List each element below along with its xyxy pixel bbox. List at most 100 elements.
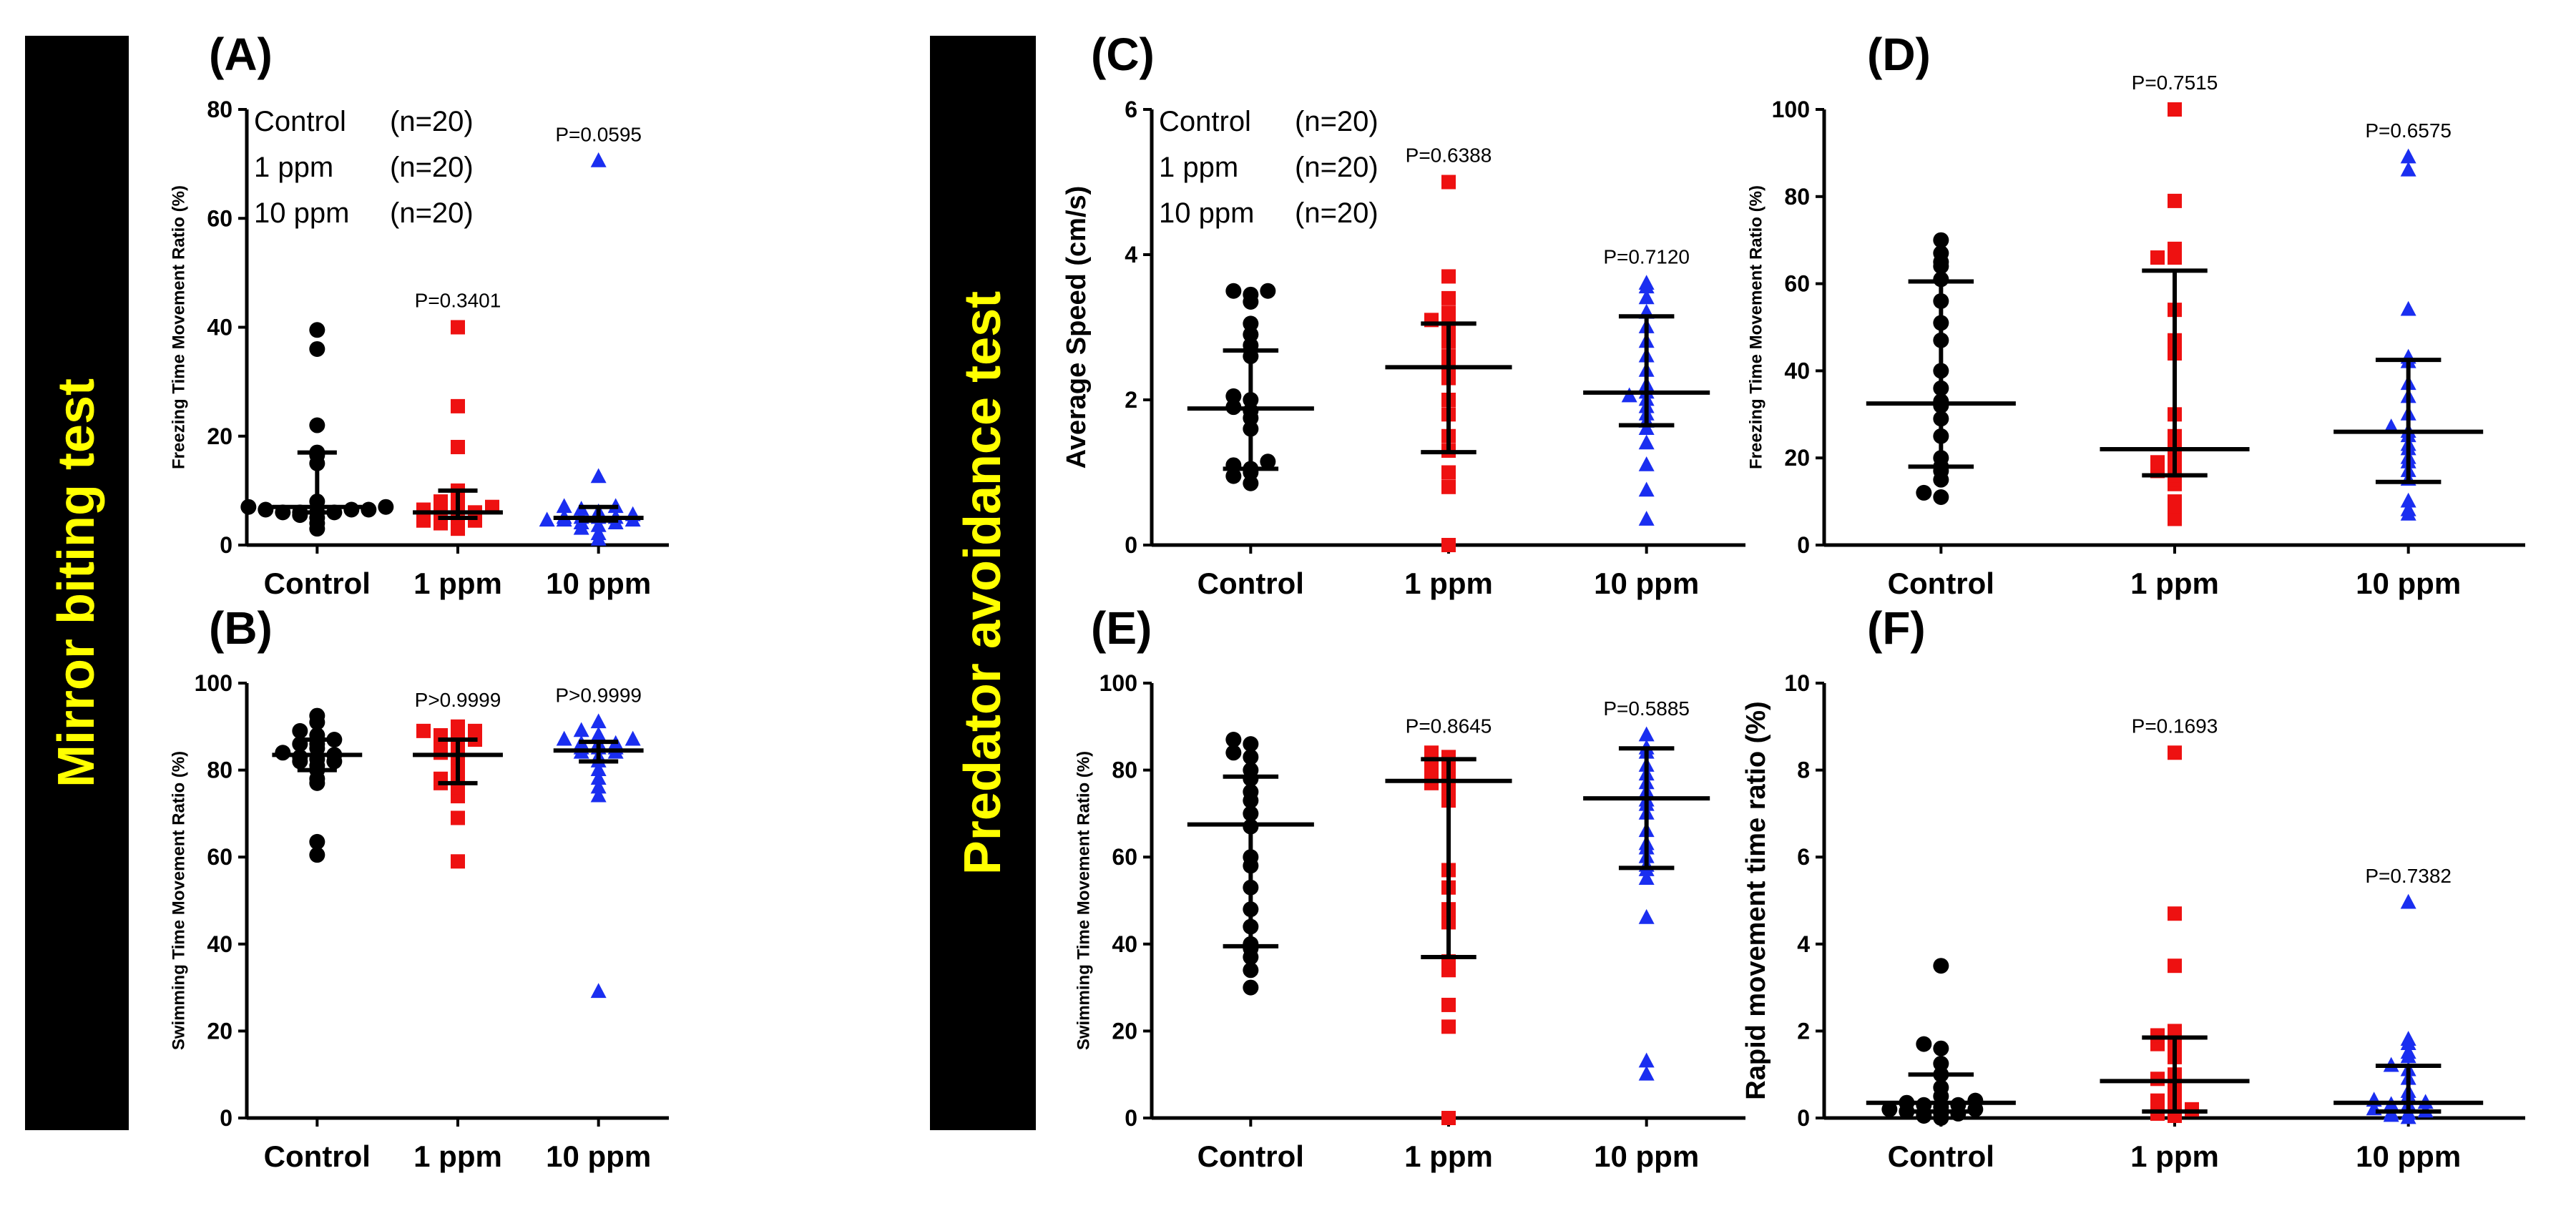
point-10-ppm [1638,511,1655,526]
x-tick-label-1-ppm: 1 ppm [413,567,502,600]
point-10-ppm [590,152,607,167]
side-label-middle-background [930,36,1036,1130]
point-1-ppm [451,320,465,335]
point-control [1881,1101,1898,1117]
legend-n-10-ppm: (n=20) [1295,197,1378,229]
group-control [1866,958,2016,1126]
point-1-ppm [1441,997,1456,1012]
group-10-ppm: P=0.7120 [1583,246,1710,526]
point-10-ppm [2400,300,2416,316]
panel-label-c: (C) [1091,29,1155,80]
point-control [1243,475,1259,491]
panel-b: (B) 0 20 40 60 80 100 Swimming Time Movement Ra… [170,602,669,1173]
point-10-ppm [2400,492,2416,508]
point-control [292,722,308,739]
point-10-ppm [590,778,607,794]
point-1-ppm [1441,269,1456,284]
point-1-ppm [1441,479,1456,494]
point-1-ppm [2150,1106,2165,1121]
group-1-ppm: P=0.1693 [2100,715,2250,1123]
legend-group-control: Control [1159,106,1251,137]
x-tick-label-control: Control [264,1139,371,1173]
point-control [1933,245,1949,261]
point-1-ppm [1441,175,1456,190]
point-1-ppm [416,723,431,738]
point-control [1243,749,1259,765]
panel-label-b: (B) [209,602,273,654]
x-tick-label-control: Control [264,567,371,600]
point-control [240,499,257,515]
point-10-ppm [556,498,572,514]
point-control [1933,489,1949,506]
point-control [1243,979,1259,996]
point-10-ppm [539,511,555,527]
point-1-ppm [451,854,465,869]
point-control [309,417,325,433]
point-10-ppm [2400,161,2416,177]
point-control [309,322,325,338]
y-tick-label: 40 [207,931,232,957]
point-control [1933,1056,1949,1072]
point-control [309,847,325,863]
p-value-10-ppm: P=0.5885 [1603,697,1690,720]
point-10-ppm [556,730,572,746]
point-control [1933,232,1949,248]
legend-n-control: (n=20) [390,106,474,137]
point-control [1916,484,1932,501]
point-1-ppm [2150,1093,2165,1108]
y-axis-label: Average Speed (cm/s) [1062,186,1092,469]
y-axis-label: Swimming Time Movement Ratio (%) [1074,751,1094,1050]
x-tick-label-control: Control [1888,567,1994,600]
point-1-ppm [1441,538,1456,552]
point-10-ppm [590,726,607,742]
point-10-ppm [590,525,607,541]
point-10-ppm [2400,1031,2416,1046]
point-10-ppm [2400,893,2416,909]
x-tick-label-1-ppm: 1 ppm [1404,567,1493,600]
point-1-ppm [2168,906,2182,921]
x-tick-label-10-ppm: 10 ppm [1594,567,1699,600]
y-tick-label: 40 [207,315,232,340]
x-tick-label-1-ppm: 1 ppm [2130,1139,2219,1173]
point-1-ppm [2168,958,2182,974]
y-tick-label: 4 [1797,931,1810,957]
group-control [1866,232,2016,506]
point-10-ppm [1638,908,1655,924]
group-1-ppm: P=0.8645 [1385,715,1512,1125]
y-tick-label: 80 [207,757,232,783]
panel-a: (A) 0 20 40 60 80 Freezing Time Movement Ratio… [170,29,669,600]
y-axis-label: Swimming Time Movement Ratio (%) [170,751,189,1050]
point-10-ppm [1638,726,1655,742]
point-1-ppm [468,723,482,738]
point-10-ppm [573,722,589,737]
point-10-ppm [590,468,607,484]
group-10-ppm: P=0.6575 [2333,119,2484,521]
point-control [1225,283,1242,299]
y-tick-label: 0 [1125,532,1137,558]
y-tick-label: 60 [207,205,232,231]
point-1-ppm [2168,102,2182,117]
point-10-ppm [590,713,607,729]
point-10-ppm [2400,501,2416,516]
y-tick-label: 20 [1784,445,1810,471]
group-control [272,707,363,863]
y-tick-label: 0 [1125,1105,1137,1131]
y-tick-label: 8 [1797,757,1810,783]
x-tick-label-10-ppm: 10 ppm [2356,1139,2461,1173]
point-10-ppm [2400,1044,2416,1059]
y-tick-label: 6 [1797,844,1810,870]
point-1-ppm [434,494,448,509]
point-control [1243,326,1259,343]
legend-group-10-ppm: 10 ppm [1159,197,1254,229]
point-1-ppm [2168,511,2182,526]
y-tick-label: 20 [1112,1018,1137,1044]
point-control [1933,958,1949,974]
legend-n-1-ppm: (n=20) [390,152,474,183]
x-tick-label-control: Control [1198,1139,1304,1173]
y-tick-label: 60 [1112,844,1137,870]
point-10-ppm [625,730,641,746]
y-tick-label: 0 [1797,532,1810,558]
